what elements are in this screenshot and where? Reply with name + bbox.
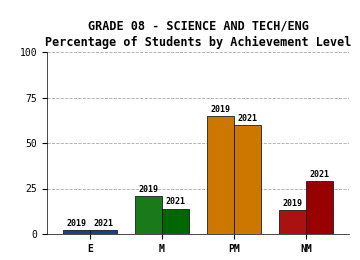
Title: GRADE 08 - SCIENCE AND TECH/ENG
Percentage of Students by Achievement Level: GRADE 08 - SCIENCE AND TECH/ENG Percenta…	[45, 19, 351, 49]
Bar	[162, 209, 189, 234]
Bar	[234, 125, 261, 234]
Bar	[207, 116, 234, 234]
Text: 2021: 2021	[166, 197, 186, 206]
Bar	[90, 230, 117, 234]
Text: 2021: 2021	[94, 219, 114, 228]
Text: 2021: 2021	[238, 114, 258, 123]
Text: 2019: 2019	[210, 105, 230, 114]
Text: 2019: 2019	[138, 185, 158, 194]
Text: 2019: 2019	[282, 199, 302, 208]
Bar	[63, 230, 90, 234]
Text: 2019: 2019	[66, 219, 86, 228]
Bar	[279, 210, 306, 234]
Bar	[135, 196, 162, 234]
Text: 2021: 2021	[310, 170, 330, 179]
Bar	[306, 181, 333, 234]
